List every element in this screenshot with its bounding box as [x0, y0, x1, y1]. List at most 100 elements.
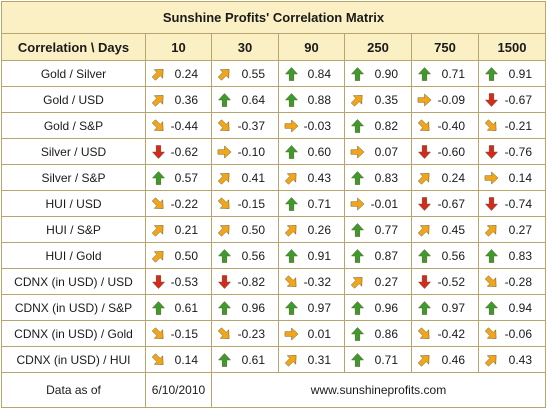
row-label: HUI / USD: [1, 190, 146, 217]
arrow-down-right-icon: [217, 196, 230, 209]
header-row: Correlation \ Days 10 30 90 250 750 1500: [1, 33, 546, 61]
correlation-cell: 0.91: [278, 242, 345, 269]
correlation-cell: 0.43: [278, 164, 345, 191]
correlation-cell: 0.83: [478, 242, 546, 269]
arrow-down-right-icon: [417, 326, 430, 339]
correlation-value: 0.31: [307, 352, 331, 367]
correlation-value: 0.24: [441, 170, 465, 185]
correlation-cell: 0.46: [411, 346, 479, 373]
footer-row: Data as of 6/10/2010 www.sunshineprofits.c…: [1, 372, 546, 408]
correlation-value: 0.56: [241, 248, 265, 263]
correlation-value: -0.09: [437, 92, 465, 107]
correlation-cell: 0.71: [278, 190, 345, 217]
arrow-up-right-icon: [151, 94, 164, 107]
correlation-value: -0.62: [170, 144, 198, 159]
arrow-down-right-icon: [417, 118, 430, 131]
arrow-up-right-icon: [217, 68, 230, 81]
arrow-up-right-icon: [151, 250, 164, 263]
correlation-cell: -0.21: [478, 112, 546, 139]
website-link[interactable]: www.sunshineprofits.com: [211, 372, 546, 408]
correlation-cell: -0.52: [411, 268, 479, 295]
correlation-cell: 0.24: [411, 164, 479, 191]
title-row: Sunshine Profits' Correlation Matrix: [1, 1, 546, 34]
correlation-cell: 0.90: [344, 60, 412, 87]
correlation-value: 0.83: [508, 248, 532, 263]
row-label: Gold / Silver: [1, 60, 146, 87]
correlation-value: 0.07: [374, 144, 398, 159]
correlation-cell: -0.60: [411, 138, 479, 165]
arrow-up-icon: [350, 248, 365, 263]
matrix-row: Silver / USD -0.62 -0.10 0.60 0.07 -0.60 -0.76: [1, 138, 546, 165]
arrow-up-right-icon: [284, 172, 297, 185]
correlation-value: -0.32: [303, 274, 331, 289]
arrow-up-icon: [217, 352, 232, 367]
arrow-up-icon: [350, 222, 365, 237]
correlation-value: -0.15: [170, 326, 198, 341]
arrow-up-right-icon: [417, 224, 430, 237]
correlation-cell: -0.06: [478, 320, 546, 347]
correlation-cell: -0.23: [211, 320, 279, 347]
arrow-right-icon: [284, 326, 299, 341]
matrix-row: HUI / Gold 0.50 0.56 0.91 0.87 0.56 0.83: [1, 242, 546, 269]
arrow-up-icon: [151, 170, 166, 185]
arrow-up-right-icon: [484, 354, 497, 367]
arrow-down-icon: [484, 144, 499, 159]
arrow-up-right-icon: [484, 224, 497, 237]
correlation-cell: 0.96: [344, 294, 412, 321]
correlation-value: 0.14: [174, 352, 198, 367]
arrow-down-right-icon: [484, 274, 497, 287]
arrow-right-icon: [417, 92, 432, 107]
correlation-cell: -0.42: [411, 320, 479, 347]
matrix-title: Sunshine Profits' Correlation Matrix: [1, 1, 546, 34]
correlation-value: 0.43: [307, 170, 331, 185]
correlation-cell: 0.83: [344, 164, 412, 191]
correlation-cell: 0.97: [411, 294, 479, 321]
correlation-value: 0.61: [241, 352, 265, 367]
correlation-value: 0.77: [374, 222, 398, 237]
arrow-down-right-icon: [217, 326, 230, 339]
correlation-value: 0.61: [174, 300, 198, 315]
row-label: HUI / S&P: [1, 216, 146, 243]
correlation-value: -0.23: [237, 326, 265, 341]
correlation-value: 0.14: [508, 170, 532, 185]
correlation-value: -0.42: [437, 326, 465, 341]
correlation-value: -0.15: [237, 196, 265, 211]
period-header: 1500: [478, 33, 546, 61]
correlation-cell: 0.61: [211, 346, 279, 373]
correlation-value: -0.10: [237, 144, 265, 159]
row-label: HUI / Gold: [1, 242, 146, 269]
arrow-up-icon: [350, 352, 365, 367]
correlation-cell: -0.40: [411, 112, 479, 139]
correlation-cell: -0.28: [478, 268, 546, 295]
correlation-cell: 0.56: [211, 242, 279, 269]
arrow-down-icon: [484, 196, 499, 211]
correlation-value: 0.64: [241, 92, 265, 107]
correlation-value: 0.87: [374, 248, 398, 263]
correlation-value: 0.50: [174, 248, 198, 263]
arrow-up-right-icon: [151, 68, 164, 81]
correlation-cell: 0.14: [145, 346, 212, 373]
correlation-value: 0.26: [307, 222, 331, 237]
row-label: CDNX (in USD) / S&P: [1, 294, 146, 321]
correlation-cell: 0.61: [145, 294, 212, 321]
correlation-cell: 0.41: [211, 164, 279, 191]
arrow-up-right-icon: [284, 224, 297, 237]
correlation-cell: 0.71: [411, 60, 479, 87]
correlation-cell: 0.24: [145, 60, 212, 87]
row-label: Gold / S&P: [1, 112, 146, 139]
arrow-down-right-icon: [151, 352, 164, 365]
correlation-cell: -0.03: [278, 112, 345, 139]
correlation-cell: 0.97: [278, 294, 345, 321]
correlation-value: 0.46: [441, 352, 465, 367]
data-date: 6/10/2010: [145, 372, 212, 408]
correlation-cell: -0.15: [211, 190, 279, 217]
correlation-cell: 0.31: [278, 346, 345, 373]
correlation-value: 0.91: [307, 248, 331, 263]
row-label: CDNX (in USD) / Gold: [1, 320, 146, 347]
arrow-down-right-icon: [151, 196, 164, 209]
correlation-cell: -0.76: [478, 138, 546, 165]
arrow-up-icon: [284, 196, 299, 211]
matrix-row: HUI / S&P 0.21 0.50 0.26 0.77 0.45 0.27: [1, 216, 546, 243]
arrow-up-right-icon: [350, 94, 363, 107]
